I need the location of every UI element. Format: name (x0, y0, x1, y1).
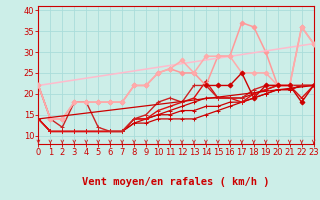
X-axis label: Vent moyen/en rafales ( km/h ): Vent moyen/en rafales ( km/h ) (82, 177, 270, 187)
